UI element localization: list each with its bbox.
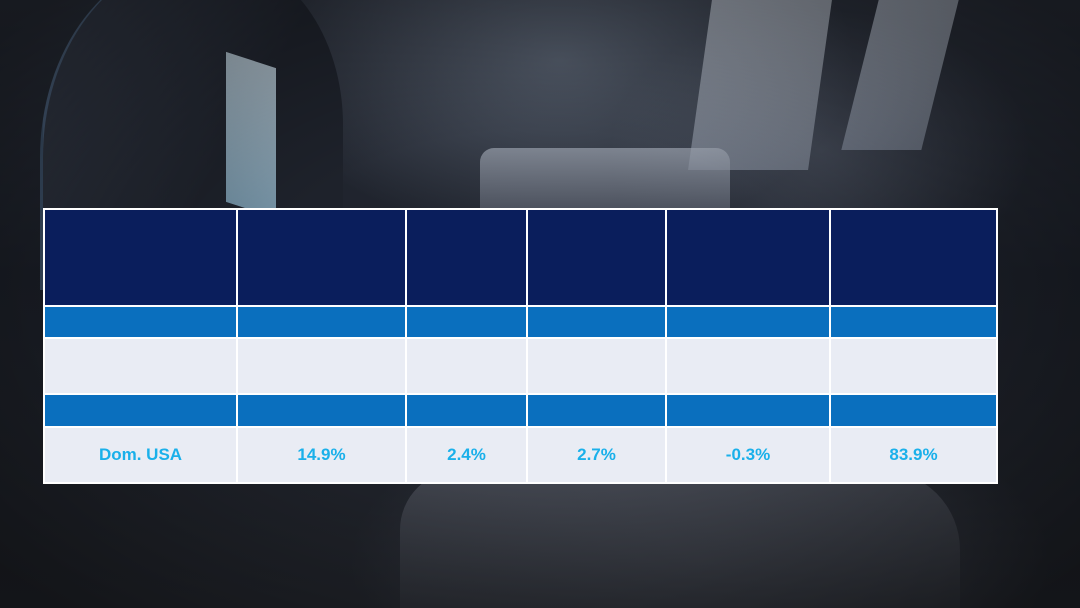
header-cell xyxy=(236,207,407,308)
table-cell xyxy=(829,305,998,339)
table-cell xyxy=(236,392,407,429)
header-cell xyxy=(829,207,998,308)
value-cell: 2.7% xyxy=(526,426,667,484)
table-cell xyxy=(526,305,667,339)
table-cell xyxy=(43,305,238,339)
table-cell xyxy=(829,392,998,429)
table-header-row xyxy=(43,207,998,308)
table-cell xyxy=(405,305,528,339)
header-cell xyxy=(43,207,238,308)
header-cell xyxy=(405,207,528,308)
armrest-shape xyxy=(480,148,730,208)
table-row-dom-usa: Dom. USA 14.9% 2.4% 2.7% -0.3% 83.9% xyxy=(43,426,998,484)
market-data-table: Dom. USA 14.9% 2.4% 2.7% -0.3% 83.9% xyxy=(43,207,998,484)
value-cell: -0.3% xyxy=(665,426,831,484)
value-cell: 2.4% xyxy=(405,426,528,484)
table-cell xyxy=(405,392,528,429)
table-cell xyxy=(43,336,238,395)
table-row xyxy=(43,305,998,339)
table-cell xyxy=(526,392,667,429)
table-cell xyxy=(405,336,528,395)
table-cell xyxy=(236,305,407,339)
table-cell xyxy=(665,305,831,339)
table-cell xyxy=(829,336,998,395)
table-cell xyxy=(665,392,831,429)
seat-cushion-shape xyxy=(400,470,960,608)
value-cell: 14.9% xyxy=(236,426,407,484)
value-cell: 83.9% xyxy=(829,426,998,484)
table-row xyxy=(43,336,998,395)
table-cell xyxy=(236,336,407,395)
table-cell xyxy=(665,336,831,395)
table-row xyxy=(43,392,998,429)
table-cell xyxy=(43,392,238,429)
table-cell xyxy=(526,336,667,395)
header-cell xyxy=(665,207,831,308)
header-cell xyxy=(526,207,667,308)
market-label-cell: Dom. USA xyxy=(43,426,238,484)
